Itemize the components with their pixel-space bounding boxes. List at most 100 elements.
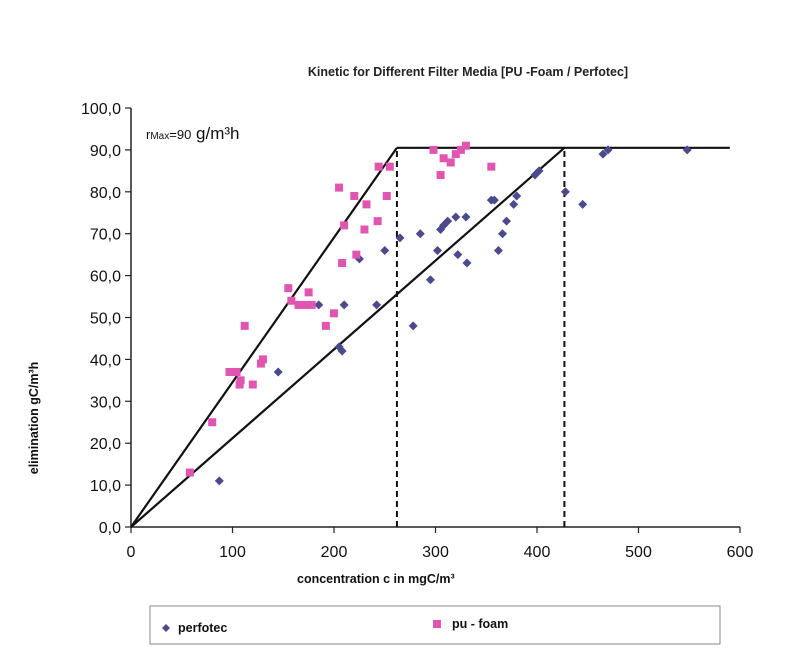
point-pu-foam	[235, 380, 244, 389]
point-perfotec	[462, 258, 472, 268]
legend-label-pu-foam: pu - foam	[452, 617, 508, 631]
point-perfotec	[461, 212, 471, 222]
kinetic-lines	[130, 146, 730, 528]
point-perfotec	[578, 199, 588, 209]
point-perfotec	[408, 321, 418, 331]
y-tick-label: 60,0	[90, 269, 121, 286]
point-perfotec	[443, 216, 453, 226]
legend-marker-pu-foam	[433, 620, 441, 628]
point-perfotec	[682, 145, 692, 155]
point-pu-foam	[374, 162, 383, 171]
legend-label-perfotec: perfotec	[178, 621, 227, 635]
point-pu-foam	[429, 145, 438, 154]
point-perfotec	[425, 275, 435, 285]
point-pu-foam	[373, 217, 382, 226]
point-pu-foam	[185, 468, 194, 477]
point-pu-foam	[340, 221, 349, 230]
point-pu-foam	[461, 141, 470, 150]
y-tick-label: 0,0	[99, 520, 121, 537]
point-perfotec	[534, 166, 544, 176]
point-pu-foam	[225, 367, 234, 376]
point-perfotec	[214, 476, 224, 486]
point-perfotec	[453, 250, 463, 260]
x-axis-title-box	[215, 566, 515, 590]
point-pu-foam	[350, 191, 359, 200]
point-pu-foam	[436, 171, 445, 180]
point-pu-foam	[446, 158, 455, 167]
x-tick-label: 300	[422, 544, 449, 561]
point-perfotec	[395, 233, 405, 243]
point-perfotec	[415, 229, 425, 239]
x-tick-label: 200	[321, 544, 348, 561]
point-perfotec	[598, 149, 608, 159]
point-perfotec	[509, 199, 519, 209]
point-perfotec	[433, 245, 443, 255]
point-pu-foam	[338, 259, 347, 268]
y-tick-label: 10,0	[90, 478, 121, 495]
point-perfotec	[314, 300, 324, 310]
x-tick-label: 400	[524, 544, 551, 561]
rmax-annotation: rMax=90 g/m³h	[146, 124, 240, 143]
point-pu-foam	[487, 162, 496, 171]
y-tick-label: 100,0	[81, 101, 121, 118]
x-axis-title: concentration c in mgC/m³	[297, 572, 455, 586]
point-pu-foam	[360, 225, 369, 234]
data-points	[185, 141, 692, 486]
y-axis-title: elimination gC/m³h	[27, 362, 41, 475]
point-perfotec	[493, 245, 503, 255]
point-pu-foam	[307, 300, 316, 309]
title-box	[218, 10, 738, 82]
y-ticks: 0,0 10,0 20,0 30,0 40,0 50,0 60,0 70,0 80,0 90,0 1…	[81, 101, 131, 537]
y-tick-label: 20,0	[90, 436, 121, 453]
point-perfotec	[339, 300, 349, 310]
point-perfotec	[380, 245, 390, 255]
point-pu-foam	[258, 355, 267, 364]
point-perfotec	[512, 191, 522, 201]
point-perfotec	[502, 216, 512, 226]
point-pu-foam	[330, 309, 338, 318]
x-ticks: 0 100 200 300 400 500 600	[127, 527, 754, 561]
point-perfotec	[489, 195, 499, 205]
point-perfotec	[560, 187, 570, 197]
point-pu-foam	[232, 367, 241, 376]
y-tick-label: 40,0	[90, 352, 121, 369]
point-pu-foam	[439, 154, 448, 163]
point-pu-foam	[304, 288, 313, 297]
kinetic-line	[130, 146, 566, 528]
point-pu-foam	[248, 380, 257, 389]
point-pu-foam	[256, 359, 265, 368]
point-perfotec	[273, 367, 283, 377]
y-tick-label: 90,0	[90, 143, 121, 160]
point-perfotec	[372, 300, 382, 310]
point-perfotec	[337, 346, 347, 356]
point-pu-foam	[385, 162, 394, 171]
point-pu-foam	[321, 321, 330, 330]
y-tick-label: 80,0	[90, 185, 121, 202]
point-pu-foam	[456, 145, 465, 154]
point-pu-foam	[287, 296, 296, 305]
point-pu-foam	[208, 418, 217, 427]
kinetic-line	[130, 147, 398, 528]
point-pu-foam	[284, 284, 293, 293]
y-tick-label: 50,0	[90, 311, 121, 328]
y-tick-label: 30,0	[90, 394, 121, 411]
point-perfotec	[451, 212, 461, 222]
x-tick-label: 500	[625, 544, 652, 561]
point-pu-foam	[352, 250, 361, 259]
chart-title: Kinetic for Different Filter Media [PU -…	[308, 65, 628, 79]
point-pu-foam	[335, 183, 344, 192]
legend-marker-perfotec	[162, 624, 170, 632]
point-pu-foam	[301, 300, 310, 309]
point-pu-foam	[362, 200, 371, 209]
point-perfotec	[603, 145, 613, 155]
point-perfotec	[497, 229, 507, 239]
point-pu-foam	[382, 191, 391, 200]
point-pu-foam	[294, 300, 303, 309]
x-tick-label: 600	[727, 544, 754, 561]
point-pu-foam	[451, 150, 460, 159]
x-tick-label: 0	[127, 544, 136, 561]
point-pu-foam	[240, 321, 249, 330]
y-tick-label: 70,0	[90, 227, 121, 244]
x-tick-label: 100	[219, 544, 246, 561]
